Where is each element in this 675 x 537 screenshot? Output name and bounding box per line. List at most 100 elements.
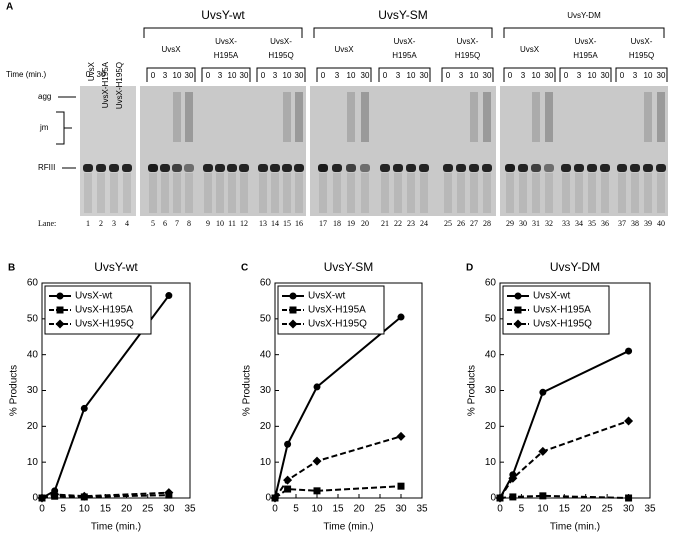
gel-smear — [532, 92, 540, 142]
gel-smear — [173, 92, 181, 142]
lane-number: 24 — [420, 219, 428, 228]
series-line — [41, 491, 169, 499]
time-value: 30 — [185, 71, 194, 80]
gel-smear — [470, 92, 478, 142]
time-value: 30 — [420, 71, 429, 80]
gel-band — [443, 164, 453, 172]
time-value: 10 — [173, 71, 182, 80]
data-point — [397, 482, 405, 490]
lane-number: 15 — [283, 219, 291, 228]
time-value: 30 — [483, 71, 492, 80]
gel-band — [630, 164, 640, 172]
gel-smear — [347, 92, 355, 142]
gel-band — [505, 164, 515, 172]
gel-band — [360, 164, 370, 172]
time-value: 3 — [335, 71, 340, 80]
data-point — [284, 485, 292, 493]
x-axis-label: Time (min.) — [323, 522, 373, 533]
y-tick-label: 0 — [490, 493, 496, 504]
data-point — [509, 493, 517, 501]
data-point — [625, 494, 633, 502]
time-value: 30 — [97, 70, 106, 79]
time-value: 10 — [644, 71, 653, 80]
data-point — [539, 388, 547, 396]
gel-smear — [631, 173, 639, 213]
x-tick-label: 20 — [353, 504, 365, 515]
gel-smear — [84, 173, 92, 213]
gel-smear — [506, 173, 514, 213]
gel-smear — [457, 173, 465, 213]
time-value: 0 — [86, 70, 91, 79]
gel-band — [380, 164, 390, 172]
lane-number: 39 — [644, 219, 652, 228]
gel-band — [656, 164, 666, 172]
group-title: UvsY-DM — [567, 11, 601, 20]
subgroup-label: H195A — [392, 51, 417, 60]
gel-smear — [601, 173, 609, 213]
time-value: 10 — [347, 71, 356, 80]
gel-smear — [361, 173, 369, 213]
chart-title: UvsY-DM — [550, 260, 600, 274]
y-axis-label: % Products — [242, 365, 253, 416]
chart-title: UvsY-SM — [324, 260, 374, 274]
gel-band — [561, 164, 571, 172]
gel-band — [203, 164, 213, 172]
gel-smear — [204, 173, 212, 213]
gel-band — [215, 164, 225, 172]
lane-number: 35 — [588, 219, 596, 228]
time-value: 0 — [508, 71, 513, 80]
y-tick-label: 30 — [260, 385, 272, 396]
data-point — [396, 431, 406, 441]
lane-number: 31 — [532, 219, 540, 228]
time-value: 30 — [657, 71, 666, 80]
gel-band — [294, 164, 304, 172]
group-title: UvsY-SM — [378, 8, 428, 22]
gel-band — [227, 164, 237, 172]
time-value: 10 — [588, 71, 597, 80]
subgroup-label: UvsX- — [215, 37, 237, 46]
lane-number: 37 — [618, 219, 626, 228]
x-tick-label: 25 — [142, 504, 154, 515]
time-value: 10 — [283, 71, 292, 80]
subgroup-bracket — [503, 67, 556, 82]
time-value: 3 — [459, 71, 464, 80]
lane-number: 18 — [333, 219, 341, 228]
lane-number: 16 — [295, 219, 303, 228]
y-tick-label: 30 — [485, 385, 497, 396]
data-point — [50, 489, 60, 499]
subgroup-label: H195A — [573, 51, 598, 60]
gel-smear — [271, 173, 279, 213]
lane-number: 10 — [216, 219, 224, 228]
subgroup-bracket — [316, 67, 372, 82]
time-value: 0 — [620, 71, 625, 80]
legend-marker — [55, 319, 65, 329]
x-tick-label: 5 — [60, 504, 66, 515]
time-value: 30 — [545, 71, 554, 80]
lane-number: 40 — [657, 219, 665, 228]
gel-band — [148, 164, 158, 172]
time-value: 30 — [601, 71, 610, 80]
time-value: 0 — [446, 71, 451, 80]
gel-band — [393, 164, 403, 172]
gel-block — [140, 86, 306, 216]
gel-band — [270, 164, 280, 172]
lane-number: 3 — [112, 219, 116, 228]
gel-band — [482, 164, 492, 172]
series-line — [41, 494, 169, 499]
gel-smear — [361, 92, 369, 142]
data-point — [495, 493, 505, 503]
gel-band — [574, 164, 584, 172]
gel-smear — [295, 92, 303, 142]
gel-smear — [319, 173, 327, 213]
gel-smear — [161, 173, 169, 213]
y-tick-label: 50 — [260, 313, 272, 324]
lane-title: UvsX-H195A — [101, 61, 110, 108]
gel-smear — [240, 173, 248, 213]
gel-band — [160, 164, 170, 172]
time-value: 3 — [273, 71, 278, 80]
subgroup-bracket — [146, 67, 196, 82]
gel-band — [456, 164, 466, 172]
x-tick-label: 35 — [184, 504, 196, 515]
gel-band — [617, 164, 627, 172]
